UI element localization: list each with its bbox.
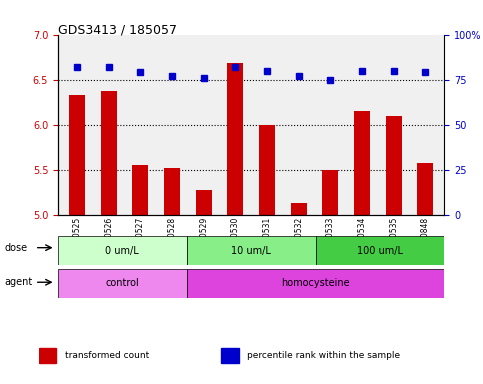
Bar [58, 236, 187, 265]
Text: control: control [105, 278, 139, 288]
Bar [323, 170, 338, 215]
Bar [69, 95, 85, 215]
Text: agent: agent [5, 277, 33, 287]
Bar [187, 236, 315, 265]
Bar [221, 348, 239, 363]
Text: homocysteine: homocysteine [281, 278, 350, 288]
Bar [386, 116, 401, 215]
Text: 0 um/L: 0 um/L [105, 245, 139, 256]
Bar [39, 348, 56, 363]
Bar [227, 63, 243, 215]
Bar [132, 164, 148, 215]
Bar [187, 269, 444, 298]
Text: dose: dose [5, 243, 28, 253]
Bar [58, 269, 187, 298]
Bar [354, 111, 370, 215]
Text: GDS3413 / 185057: GDS3413 / 185057 [58, 23, 177, 36]
Text: 100 um/L: 100 um/L [357, 245, 403, 256]
Text: 10 um/L: 10 um/L [231, 245, 271, 256]
Text: percentile rank within the sample: percentile rank within the sample [247, 351, 400, 360]
Bar [101, 91, 116, 215]
Bar [259, 125, 275, 215]
Bar [196, 190, 212, 215]
Bar [417, 163, 433, 215]
Text: transformed count: transformed count [65, 351, 149, 360]
Bar [315, 236, 444, 265]
Bar [164, 168, 180, 215]
Bar [291, 203, 307, 215]
